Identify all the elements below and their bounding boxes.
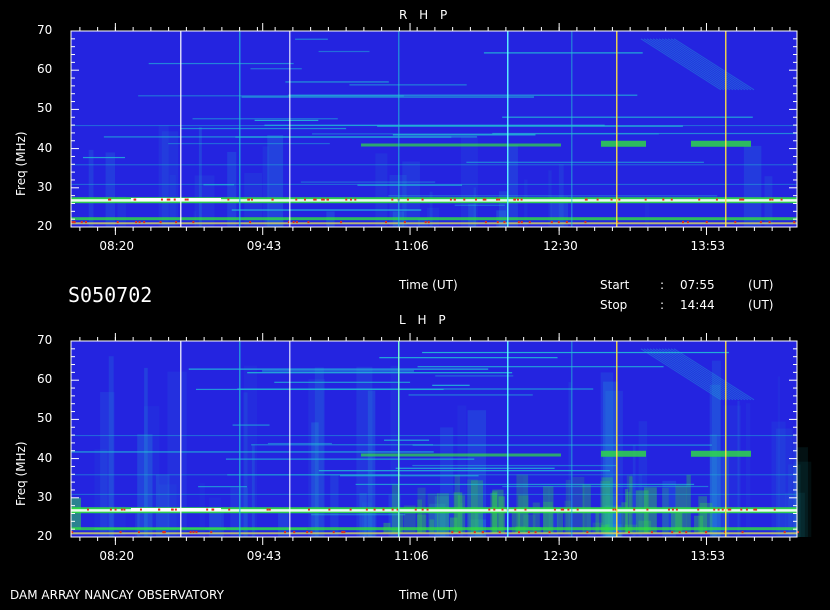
lhp-xlabel: Time (UT) [399, 588, 458, 602]
start-value: 07:55 [680, 278, 715, 292]
observation-id: S050702 [68, 283, 153, 307]
x-tick-label: 13:53 [690, 239, 726, 253]
x-tick-label: 09:43 [246, 549, 282, 563]
y-tick-label: 40 [37, 140, 53, 155]
stop-unit: (UT) [748, 298, 774, 312]
x-tick-label: 12:30 [543, 239, 578, 253]
y-tick-label: 60 [37, 372, 53, 387]
spectrogram-field [71, 341, 812, 537]
stop-label: Stop [600, 298, 628, 312]
x-tick-label: 08:20 [99, 239, 134, 253]
stop-colon: : [660, 298, 665, 312]
start-colon: : [660, 278, 665, 292]
stop-value: 14:44 [680, 298, 715, 312]
y-tick-label: 50 [37, 411, 53, 426]
y-tick-label: 40 [37, 450, 53, 465]
y-tick-label: 30 [37, 179, 53, 194]
x-tick-label: 11:06 [394, 549, 429, 563]
y-tick-label: 50 [37, 101, 53, 116]
lhp-ylabel: Freq (MHz) [14, 441, 28, 506]
y-tick-label: 70 [37, 23, 53, 37]
start-label: Start [600, 278, 630, 292]
x-tick-label: 12:30 [543, 549, 578, 563]
start-unit: (UT) [748, 278, 774, 292]
y-tick-label: 20 [37, 529, 53, 543]
y-tick-label: 20 [37, 219, 53, 233]
x-tick-label: 08:20 [99, 549, 134, 563]
spectrogram-field [71, 31, 797, 227]
rhp-xlabel: Time (UT) [399, 278, 458, 292]
x-tick-label: 09:43 [246, 239, 282, 253]
y-tick-label: 70 [37, 333, 53, 347]
rhp-title: R H P [399, 8, 452, 22]
y-tick-label: 60 [37, 62, 53, 77]
lhp-title: L H P [399, 313, 450, 327]
y-tick-label: 30 [37, 489, 53, 504]
x-tick-label: 11:06 [394, 239, 429, 253]
observatory-label: DAM ARRAY NANCAY OBSERVATORY [10, 588, 224, 602]
x-tick-label: 13:53 [690, 549, 726, 563]
